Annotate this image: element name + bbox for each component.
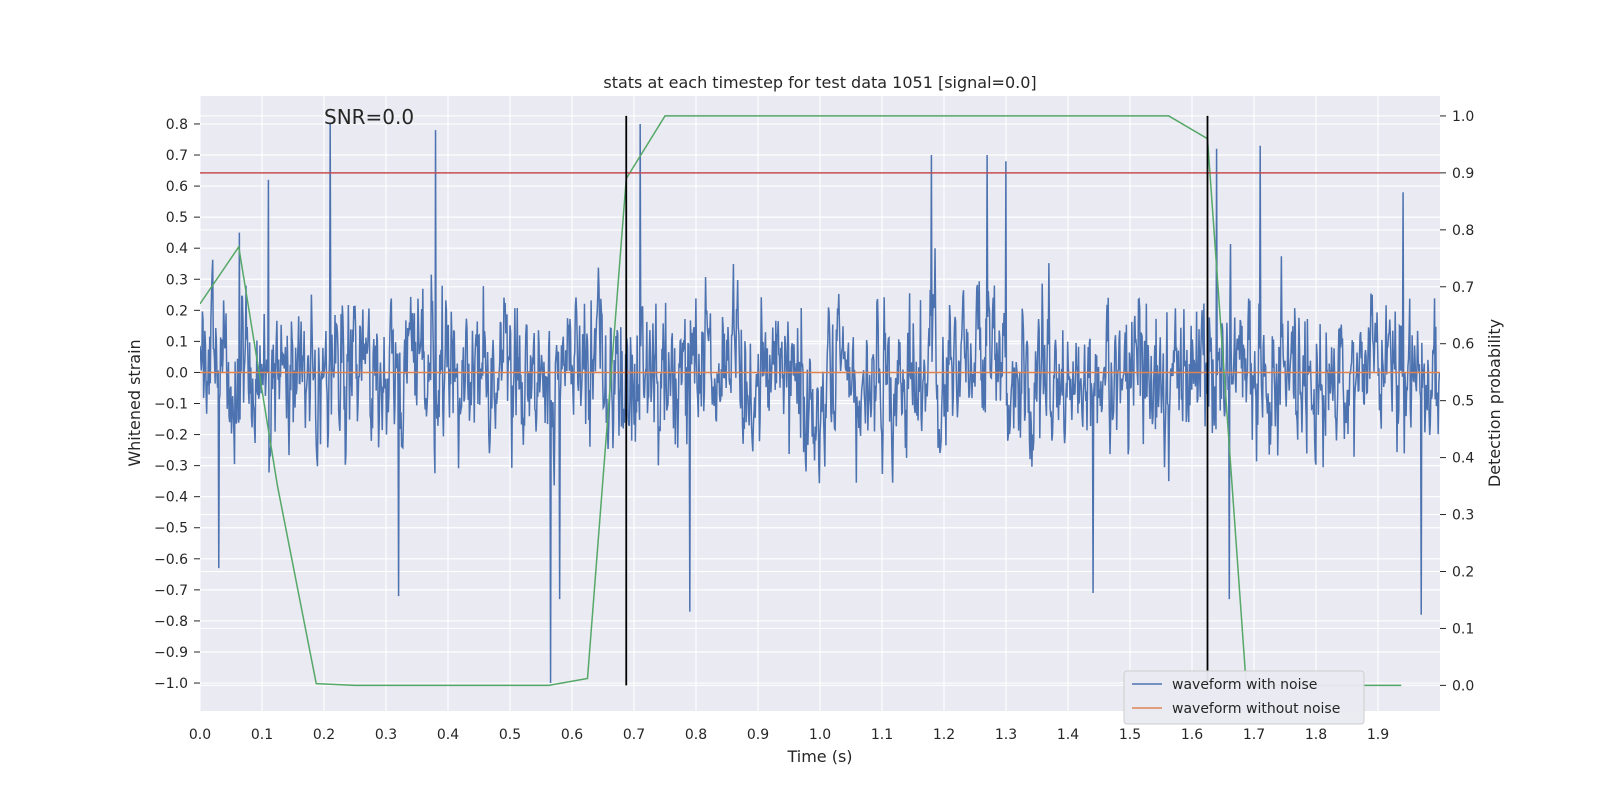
- y-left-tick-label: −0.4: [154, 490, 188, 506]
- y-left-tick-label: 0.5: [166, 210, 188, 226]
- y-right-axis-label: Detection probability: [1485, 319, 1504, 487]
- x-tick-label: 0.3: [375, 727, 397, 743]
- y-left-tick-label: 0.0: [166, 365, 188, 381]
- snr-annotation: SNR=0.0: [324, 105, 414, 129]
- x-tick-label: 0.8: [685, 727, 707, 743]
- x-tick-label: 1.7: [1243, 727, 1265, 743]
- y-right-tick-label: 0.2: [1452, 564, 1474, 580]
- y-right-tick-label: 0.1: [1452, 621, 1474, 637]
- chart-title: stats at each timestep for test data 105…: [603, 73, 1036, 92]
- x-tick-label: 1.9: [1367, 727, 1389, 743]
- y-left-tick-label: −0.5: [154, 521, 188, 537]
- x-tick-label: 1.3: [995, 727, 1017, 743]
- y-left-tick-label: −0.6: [154, 552, 188, 568]
- legend-label-noise: waveform with noise: [1172, 677, 1317, 693]
- x-tick-label: 0.4: [437, 727, 459, 743]
- x-tick-label: 1.8: [1305, 727, 1327, 743]
- x-tick-label: 1.5: [1119, 727, 1141, 743]
- y-right-tick-label: 0.5: [1452, 394, 1474, 410]
- legend-label-clean: waveform without noise: [1172, 701, 1340, 717]
- y-left-axis-ticks: 0.8 0.7 0.6 0.5 0.4 0.3 0.2 0.1 0.0 −0.1 −0.2 −0.3 −…: [154, 117, 200, 692]
- y-right-tick-label: 0.4: [1452, 451, 1474, 467]
- legend-box: [1123, 670, 1365, 725]
- x-tick-label: 1.1: [871, 727, 893, 743]
- y-left-tick-label: −0.2: [154, 428, 188, 444]
- series-layer: [200, 115, 1440, 687]
- y-right-tick-label: 0.0: [1452, 678, 1474, 694]
- y-left-tick-label: 0.6: [166, 179, 188, 195]
- x-tick-label: 0.2: [313, 727, 335, 743]
- grid-lines: [199, 96, 1440, 711]
- y-right-tick-label: 0.7: [1452, 280, 1474, 296]
- y-left-tick-label: 0.1: [166, 334, 188, 350]
- x-tick-label: 0.6: [561, 727, 583, 743]
- x-tick-label: 1.2: [933, 727, 955, 743]
- y-left-tick-label: −0.8: [154, 614, 188, 630]
- y-right-tick-label: 0.9: [1452, 166, 1474, 182]
- y-left-tick-label: 0.4: [166, 241, 188, 257]
- x-tick-label: 0.5: [499, 727, 521, 743]
- y-right-tick-label: 1.0: [1452, 109, 1474, 125]
- y-left-tick-label: −1.0: [154, 676, 188, 692]
- legend: waveform with noise waveform without noi…: [1123, 670, 1365, 725]
- y-left-tick-label: −0.3: [154, 459, 188, 475]
- x-tick-label: 1.6: [1181, 727, 1203, 743]
- y-right-tick-label: 0.8: [1452, 223, 1474, 239]
- y-right-tick-label: 0.3: [1452, 508, 1474, 524]
- y-left-tick-label: −0.1: [154, 397, 188, 413]
- y-left-tick-label: −0.7: [154, 583, 188, 599]
- y-left-tick-label: 0.2: [166, 303, 188, 319]
- x-tick-label: 0.1: [251, 727, 273, 743]
- y-left-tick-label: 0.8: [166, 117, 188, 133]
- y-left-axis-label: Whitened strain: [125, 339, 144, 466]
- x-axis-label: Time (s): [786, 747, 852, 766]
- y-left-tick-label: 0.3: [166, 272, 188, 288]
- y-right-tick-label: 0.6: [1452, 337, 1474, 353]
- x-tick-label: 0.0: [189, 727, 211, 743]
- x-tick-label: 0.9: [747, 727, 769, 743]
- y-left-tick-label: 0.7: [166, 148, 188, 164]
- series-detection-probability: [200, 115, 1402, 687]
- x-tick-label: 0.7: [623, 727, 645, 743]
- y-left-tick-label: −0.9: [154, 645, 188, 661]
- x-axis-ticks: 0.0 0.1 0.2 0.3 0.4 0.5 0.6 0.7 0.8 0.9 1.0 1.1 1.2 1…: [189, 727, 1389, 743]
- x-tick-label: 1.4: [1057, 727, 1079, 743]
- x-tick-label: 1.0: [809, 727, 831, 743]
- y-right-axis-ticks: 1.0 0.9 0.8 0.7 0.6 0.5 0.4 0.3 0.2 0.1 0.0: [1440, 109, 1474, 694]
